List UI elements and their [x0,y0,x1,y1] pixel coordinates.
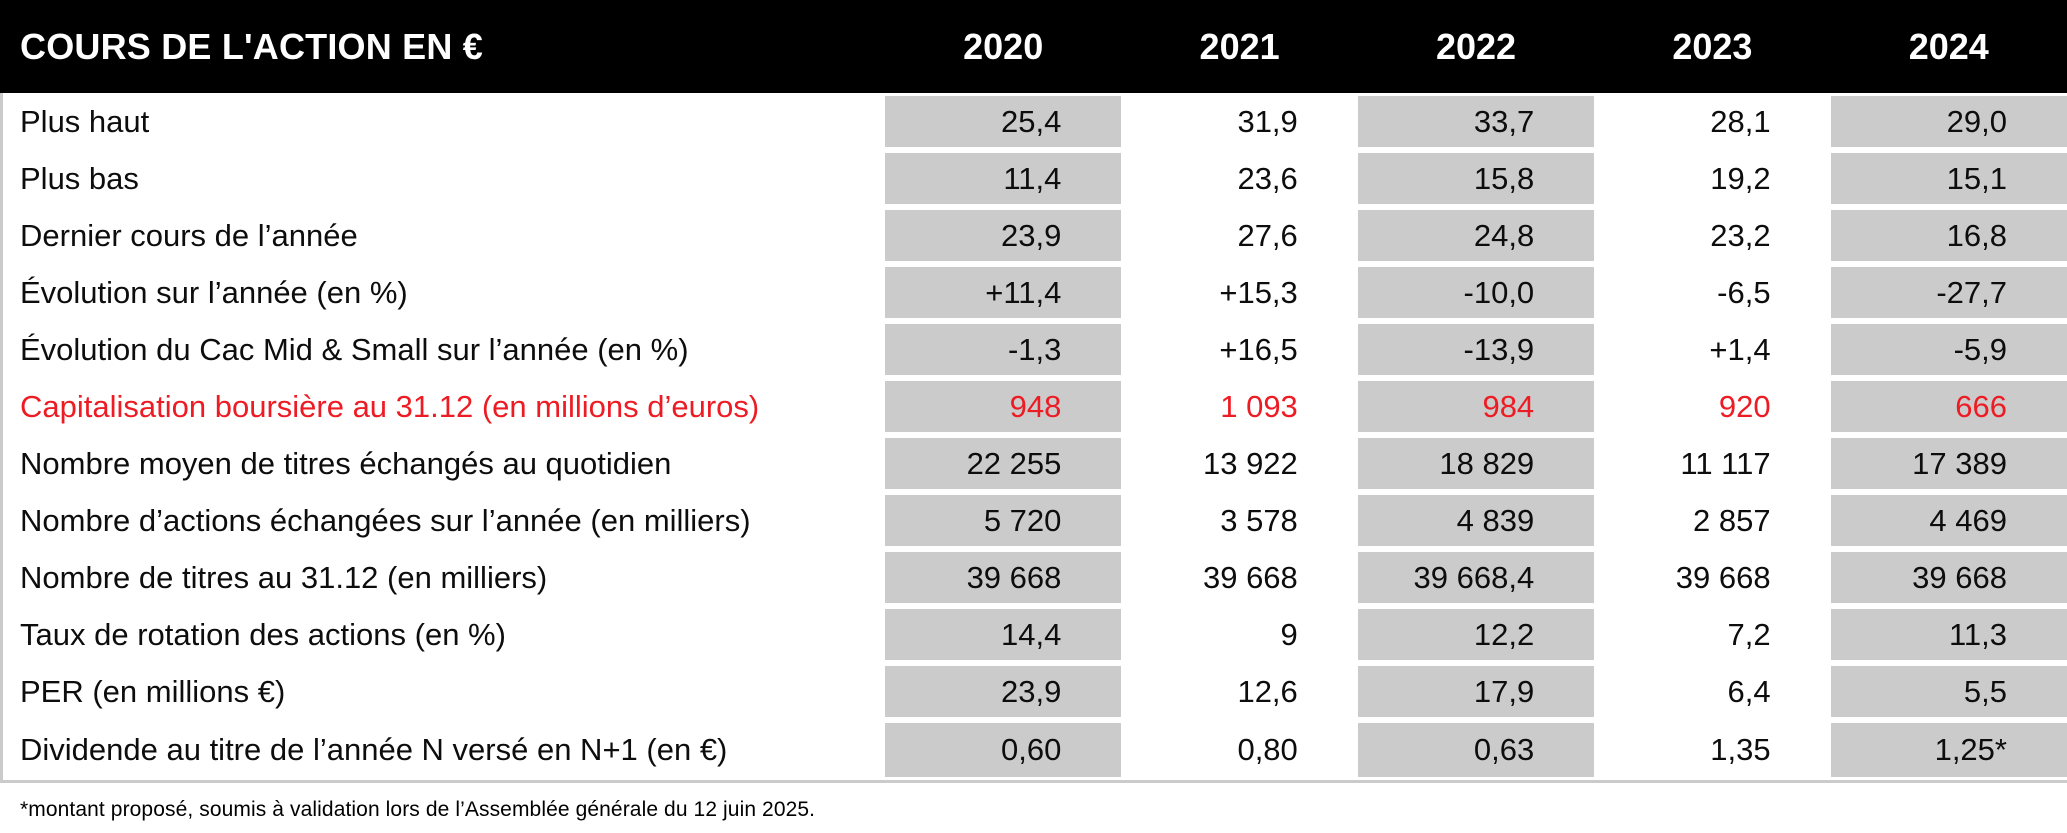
value-cell: 6,4 [1727,674,1771,709]
value-cell: -1,3 [885,324,1122,381]
row-label: PER (en millions €) [20,674,286,709]
year-header-2024: 2024 [1908,25,1989,67]
value-cell: -27,7 [1830,267,2067,324]
value-cell: +1,4 [1709,332,1771,367]
row-label: Plus haut [20,104,150,139]
value-cell: +15,3 [1219,275,1298,310]
value-cell: 15,8 [1357,153,1595,210]
value-cell: 11,3 [1830,609,2067,666]
value-cell: 39 668 [885,552,1122,609]
table-row: Plus bas 11,4 23,6 15,8 19,2 15,1 [3,153,2067,210]
row-label: Évolution du Cac Mid & Small sur l’année… [20,332,689,367]
value-cell: 0,80 [1237,732,1298,767]
year-header-2020: 2020 [963,25,1044,67]
row-label: Nombre de titres au 31.12 (en milliers) [20,560,548,595]
value-cell: 12,2 [1357,609,1595,666]
table-row: Nombre de titres au 31.12 (en milliers) … [3,552,2067,609]
value-cell: -5,9 [1830,324,2067,381]
year-header-2021: 2021 [1199,25,1280,67]
value-cell: 39 668 [1830,552,2067,609]
table-row: Évolution sur l’année (en %) +11,4 +15,3… [3,267,2067,324]
row-label: Nombre d’actions échangées sur l’année (… [20,503,751,538]
table-title: COURS DE L'ACTION EN € [20,25,483,67]
value-cell: 0,60 [885,723,1122,780]
value-cell: 4 469 [1830,495,2067,552]
value-cell: 39 668,4 [1357,552,1595,609]
value-cell: 39 668 [1202,560,1298,595]
row-label: Plus bas [20,161,139,196]
value-cell: 1,25* [1830,723,2067,780]
value-cell: 23,9 [885,666,1122,723]
row-label: Taux de rotation des actions (en %) [20,617,506,652]
value-cell: 11 117 [1680,446,1771,481]
value-cell: 9 [1280,617,1298,652]
value-cell: 666 [1830,381,2067,438]
row-label: Dividende au titre de l’année N versé en… [20,732,728,767]
table-row: Nombre d’actions échangées sur l’année (… [3,495,2067,552]
value-cell: 5 720 [885,495,1122,552]
value-cell: 39 668 [1675,560,1771,595]
value-cell: 23,9 [885,210,1122,267]
table-body: Plus haut 25,4 31,9 33,7 28,1 29,0 Plus … [0,93,2067,783]
value-cell: -6,5 [1717,275,1771,310]
value-cell: +16,5 [1219,332,1298,367]
value-cell: 984 [1357,381,1595,438]
table-row: Taux de rotation des actions (en %) 14,4… [3,609,2067,666]
value-cell: 28,1 [1710,104,1771,139]
row-label: Nombre moyen de titres échangés au quoti… [20,446,672,481]
value-cell: 19,2 [1710,161,1771,196]
value-cell: 33,7 [1357,96,1595,153]
table-row: Dividende au titre de l’année N versé en… [3,723,2067,780]
value-cell: 23,2 [1710,218,1771,253]
value-cell: 11,4 [885,153,1122,210]
value-cell: 4 839 [1357,495,1595,552]
value-cell: 920 [1718,389,1771,424]
value-cell: 1,35 [1710,732,1771,767]
value-cell: 27,6 [1237,218,1298,253]
table-row: Plus haut 25,4 31,9 33,7 28,1 29,0 [3,96,2067,153]
value-cell: 15,1 [1830,153,2067,210]
value-cell: 16,8 [1830,210,2067,267]
year-header-2023: 2023 [1672,25,1753,67]
value-cell: 22 255 [885,438,1122,495]
value-cell: 17,9 [1357,666,1595,723]
value-cell: 18 829 [1357,438,1595,495]
value-cell: 948 [885,381,1122,438]
value-cell: 12,6 [1237,674,1298,709]
value-cell: 2 857 [1693,503,1771,538]
table-row: Évolution du Cac Mid & Small sur l’année… [3,324,2067,381]
value-cell: 3 578 [1220,503,1298,538]
value-cell: 5,5 [1830,666,2067,723]
table-row-market-cap: Capitalisation boursière au 31.12 (en mi… [3,381,2067,438]
value-cell: 0,63 [1357,723,1595,780]
value-cell: -10,0 [1357,267,1595,324]
value-cell: 31,9 [1237,104,1298,139]
value-cell: 24,8 [1357,210,1595,267]
value-cell: 1 093 [1220,389,1298,424]
value-cell: 29,0 [1830,96,2067,153]
value-cell: -13,9 [1357,324,1595,381]
value-cell: 14,4 [885,609,1122,666]
value-cell: 13 922 [1202,446,1298,481]
value-cell: 17 389 [1830,438,2067,495]
value-cell: +11,4 [885,267,1122,324]
footnote: *montant proposé, soumis à validation lo… [20,798,816,821]
row-label: Évolution sur l’année (en %) [20,275,408,310]
table-row: Dernier cours de l’année 23,9 27,6 24,8 … [3,210,2067,267]
value-cell: 7,2 [1727,617,1771,652]
row-label: Capitalisation boursière au 31.12 (en mi… [20,389,760,424]
value-cell: 25,4 [885,96,1122,153]
row-label: Dernier cours de l’année [20,218,358,253]
table-header-row: COURS DE L'ACTION EN € 2020 2021 2022 20… [0,0,2067,93]
table-row: Nombre moyen de titres échangés au quoti… [3,438,2067,495]
value-cell: 23,6 [1237,161,1298,196]
table-row: PER (en millions €) 23,9 12,6 17,9 6,4 5… [3,666,2067,723]
year-header-2022: 2022 [1435,25,1517,67]
